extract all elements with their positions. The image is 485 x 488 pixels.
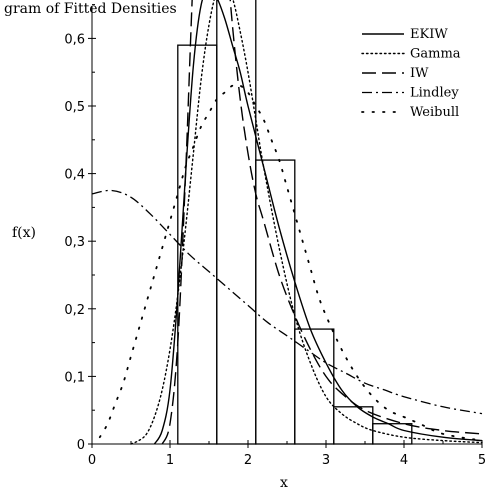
y-tick-label: 0,4: [64, 168, 85, 183]
x-tick-label: 1: [166, 453, 174, 468]
x-ticks: 0 1 2 3 4 5: [88, 440, 485, 468]
x-axis-label: x: [280, 475, 288, 488]
y-tick-label: 0,5: [64, 100, 85, 115]
chart-title-fragment: gram of Fitted Densities: [4, 1, 177, 17]
y-tick-label: 0,1: [64, 370, 85, 385]
x-tick-label: 5: [478, 453, 485, 468]
legend: EKIW Gamma IW Lindley Weibull: [361, 27, 461, 120]
histogram: [177, 0, 413, 445]
y-tick-label: 0,2: [64, 303, 85, 318]
legend-label-ekiw: EKIW: [410, 27, 448, 42]
histogram-bar: [216, 0, 257, 445]
series-line-gamma: [130, 0, 483, 445]
legend-label-lindley: Lindley: [410, 86, 459, 101]
legend-label-weibull: Weibull: [410, 105, 459, 120]
series-line-weibull: [98, 83, 483, 442]
series-line-lindley: [91, 189, 483, 415]
y-tick-label: 0: [77, 438, 85, 453]
x-tick-label: 2: [244, 453, 252, 468]
legend-label-gamma: Gamma: [410, 47, 461, 62]
y-axis-label: f(x): [12, 225, 36, 241]
y-tick-label: 0,6: [64, 32, 85, 47]
series-line-iw: [161, 0, 483, 445]
histogram-bar: [294, 328, 335, 445]
x-tick-label: 4: [400, 453, 408, 468]
series-line-ekiw: [153, 0, 483, 445]
x-tick-label: 0: [88, 453, 96, 468]
y-tick-label: 0,3: [64, 235, 85, 250]
density-curves: [91, 0, 483, 445]
y-ticks: 00,10,20,30,40,50,60,70,80,9: [64, 4, 96, 453]
x-tick-label: 3: [322, 453, 330, 468]
histogram-bar: [372, 423, 413, 445]
legend-label-iw: IW: [410, 66, 429, 81]
